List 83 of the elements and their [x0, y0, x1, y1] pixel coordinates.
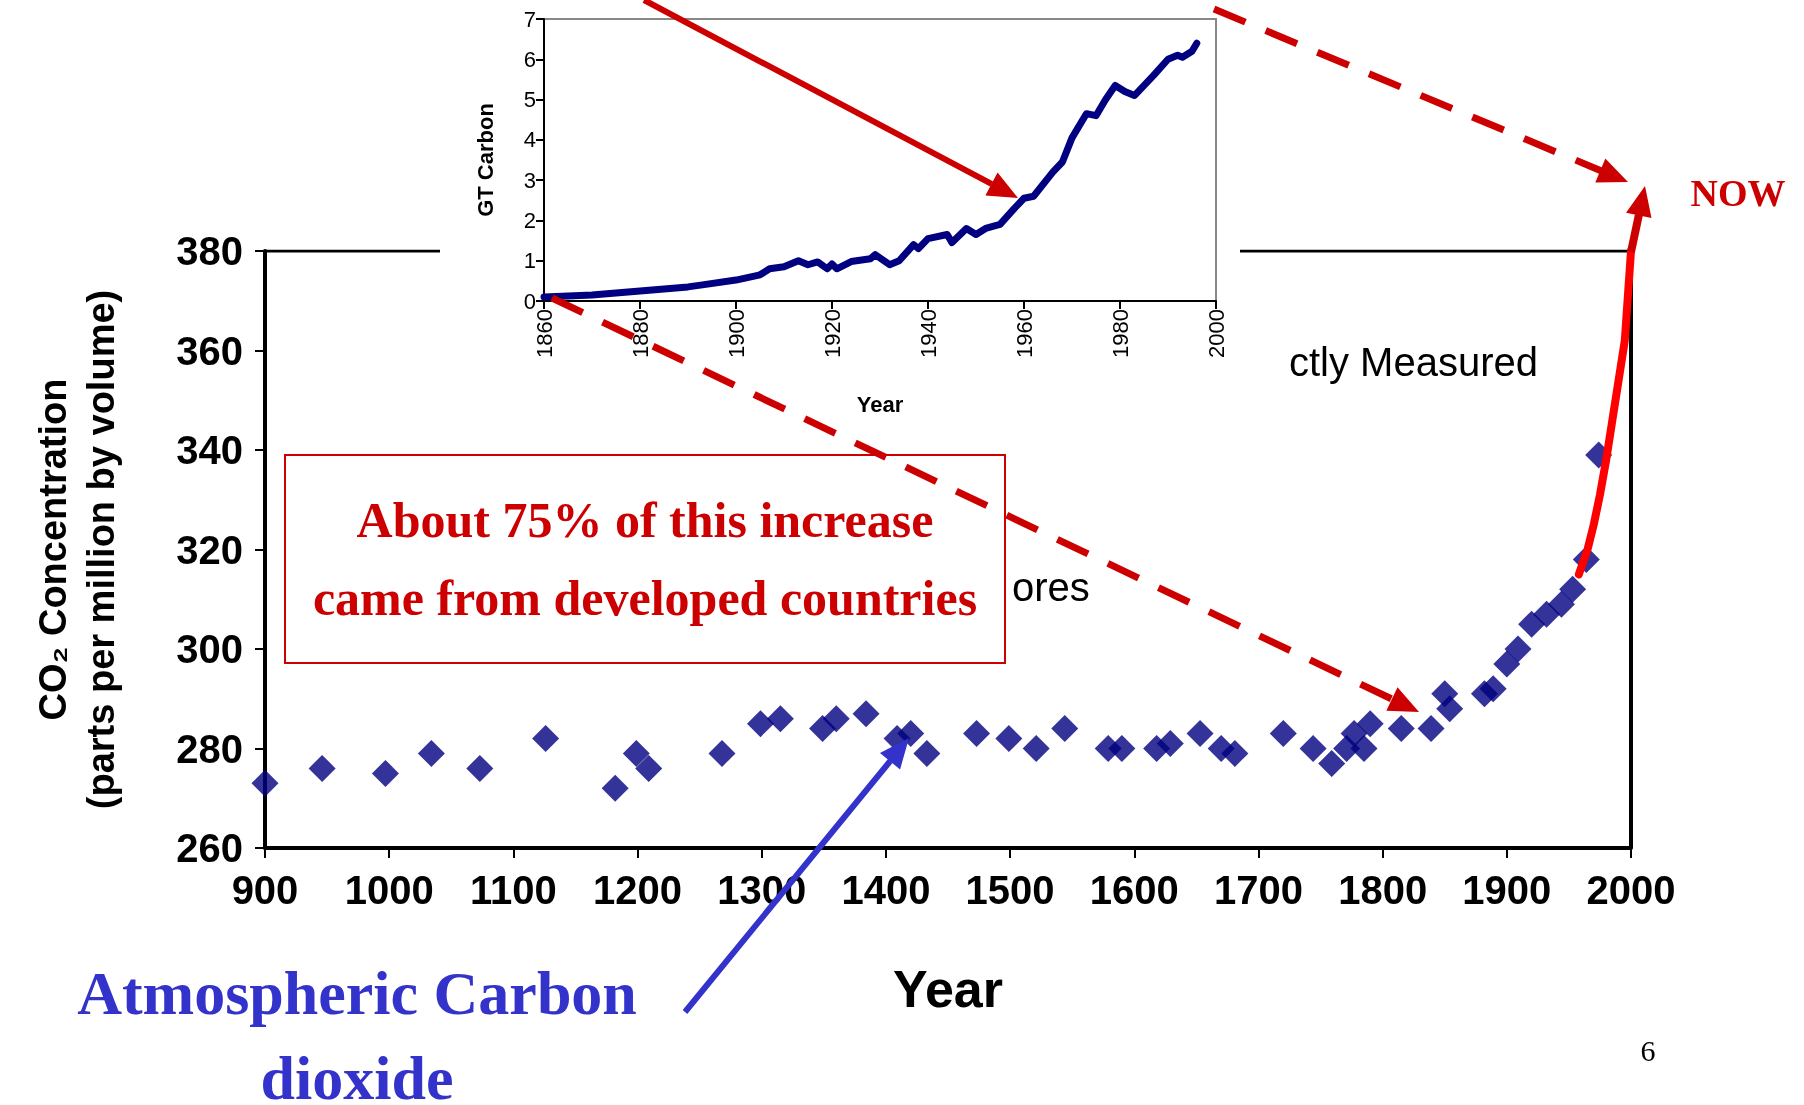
point — [1493, 650, 1521, 678]
y-tick-label: 320 — [176, 527, 243, 572]
y-tick-label: 260 — [176, 826, 243, 870]
point — [963, 720, 991, 748]
y-tick-label: 380 — [176, 229, 243, 273]
point — [417, 739, 445, 767]
point — [1436, 695, 1464, 723]
x-tick-label: 1880 — [627, 309, 653, 358]
x-tick-label: 1960 — [1011, 309, 1037, 358]
y-tick-label: 7 — [523, 6, 536, 32]
x-axis-title: Year — [856, 391, 904, 417]
x-tick-label: 1940 — [915, 309, 941, 358]
text: 6 — [1640, 1033, 1656, 1067]
point — [308, 754, 336, 782]
point — [1269, 720, 1297, 748]
point — [1186, 720, 1214, 748]
point — [622, 739, 650, 767]
point — [822, 705, 850, 733]
point — [1547, 590, 1575, 618]
x-tick-label: 1200 — [593, 868, 683, 912]
x-tick-label: 1920 — [819, 309, 845, 358]
x-tick-label: 1800 — [1338, 868, 1428, 912]
x-tick-label: 1900 — [1462, 868, 1552, 912]
annotation: ctly Measured — [1289, 340, 1538, 384]
point — [635, 754, 663, 782]
x-tick-label: 900 — [231, 868, 299, 912]
point — [371, 759, 399, 787]
point — [1318, 749, 1346, 777]
point — [897, 720, 925, 748]
y-tick-label: 360 — [176, 328, 243, 373]
point — [532, 725, 560, 753]
x-tick-label: 1600 — [1089, 868, 1179, 912]
point — [1518, 610, 1546, 638]
point — [1340, 720, 1368, 748]
point — [1022, 735, 1050, 762]
x-tick-label: 1100 — [469, 868, 557, 912]
point — [1221, 739, 1249, 767]
point — [1350, 735, 1378, 762]
point — [809, 715, 837, 743]
y-tick-label: 340 — [176, 428, 243, 472]
x-tick-label: 1700 — [1213, 868, 1303, 912]
x-tick-label: 2000 — [1203, 309, 1229, 358]
text: Atmospheric Carbon dioxide — [77, 958, 637, 1105]
point — [1533, 600, 1561, 628]
point — [1504, 635, 1532, 663]
x-tick-label: 1400 — [841, 868, 931, 912]
y-tick-label: 1 — [523, 248, 536, 274]
y-tick-label: 6 — [523, 46, 536, 72]
point — [766, 705, 794, 733]
text: NOW — [1690, 172, 1786, 214]
point — [1108, 735, 1136, 762]
y-tick-label: 3 — [523, 167, 536, 193]
point — [1299, 735, 1327, 762]
annotation: ores — [1012, 565, 1090, 609]
x-tick-label: 2000 — [1586, 868, 1676, 912]
y-axis-title: CO₂ Concentration (parts per million by volume) — [32, 289, 122, 810]
x-tick-label: 1500 — [965, 868, 1055, 912]
point — [251, 769, 279, 797]
y-tick-label: 2 — [523, 207, 536, 233]
point — [1156, 730, 1184, 758]
y-tick-label: 280 — [176, 726, 243, 771]
y-tick-label: 5 — [523, 87, 536, 113]
x-tick-label: 1900 — [723, 309, 749, 358]
point — [1051, 715, 1079, 743]
point — [1417, 715, 1445, 743]
point — [466, 754, 494, 782]
point — [708, 739, 736, 767]
y-tick-label: 4 — [523, 127, 536, 153]
point — [1387, 715, 1415, 743]
point — [995, 725, 1023, 753]
point — [1479, 675, 1507, 703]
point — [913, 739, 941, 767]
point — [852, 700, 880, 728]
x-axis-title: Year — [893, 960, 1003, 1018]
annotation: About 75% of this increase came from developed countries — [312, 492, 978, 626]
y-axis-title: GT Carbon — [472, 103, 498, 217]
point — [746, 710, 774, 738]
x-tick-label: 1980 — [1107, 309, 1133, 358]
y-tick-label: 300 — [176, 627, 243, 671]
x-tick-label: 1000 — [344, 868, 434, 912]
point — [601, 774, 629, 802]
point — [1559, 575, 1587, 603]
point — [1356, 710, 1384, 738]
